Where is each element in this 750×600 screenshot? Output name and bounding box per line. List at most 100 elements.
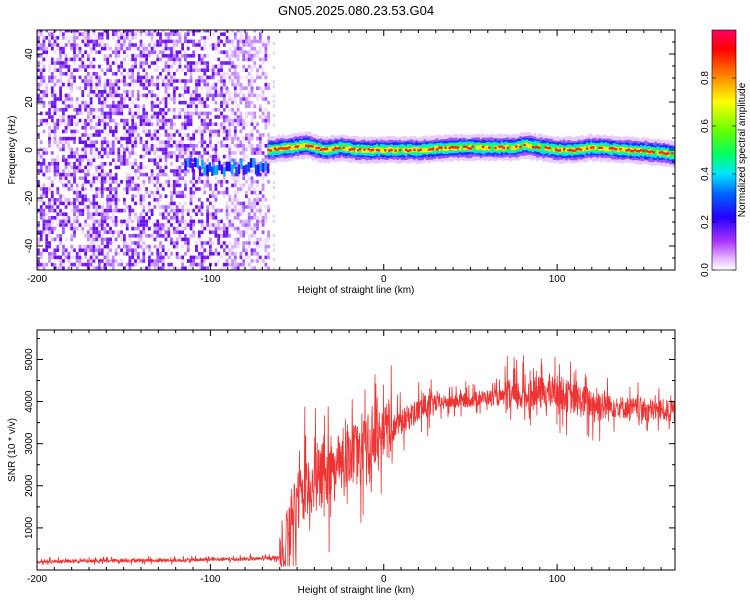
spectrogram-cell <box>64 158 68 162</box>
spectrogram-cell <box>73 57 76 62</box>
spectrogram-cell <box>203 140 207 144</box>
spectrogram-cell <box>172 183 176 188</box>
spectrogram-cell <box>106 205 110 209</box>
spectrogram-cell <box>592 146 595 149</box>
spectrogram-cell <box>267 82 270 87</box>
spectrogram-cell <box>172 266 176 270</box>
spectrogram-cell <box>70 118 74 123</box>
spectrogram-cell <box>50 255 54 260</box>
spectrogram-cell <box>225 154 229 159</box>
spectrogram-cell <box>153 115 157 119</box>
spectrogram-cell <box>172 43 176 47</box>
spectrogram-cell <box>81 212 85 216</box>
spectrogram-cell <box>164 223 168 227</box>
spectrogram-cell <box>200 255 204 260</box>
spectrogram-cell <box>114 162 118 166</box>
spectrogram-cell <box>225 36 229 40</box>
spectrogram-cell <box>42 183 46 188</box>
spectrogram-cell <box>64 108 68 112</box>
spectrogram-cell <box>131 219 135 224</box>
spectrogram-cell <box>267 244 270 249</box>
spectrogram-cell <box>217 237 221 242</box>
spectrogram-cell <box>103 136 107 141</box>
spectrogram-cell <box>67 147 71 152</box>
spectrogram-cell <box>81 126 85 130</box>
spectrogram-cell <box>62 129 65 134</box>
spectrogram-cell <box>98 259 101 263</box>
spectrogram-cell <box>247 219 251 224</box>
spectrogram-cell <box>481 146 485 151</box>
spectrogram-cell <box>477 145 481 150</box>
spectrogram-cell <box>159 230 162 234</box>
spectrogram-cell <box>125 190 129 195</box>
spectrogram-cell <box>209 230 212 234</box>
spectrogram-cell <box>73 46 76 51</box>
spectrogram-cell <box>86 82 90 87</box>
spectrogram-cell <box>170 252 173 256</box>
spectrogram-cell <box>247 226 251 231</box>
spectrogram-cell <box>128 82 132 87</box>
spectrogram-cell <box>214 151 218 155</box>
spectrogram-cell <box>272 114 275 117</box>
spectrogram-cell <box>67 198 71 202</box>
spectrogram-cell <box>225 86 229 90</box>
spectrogram-cell <box>348 145 352 151</box>
spectrogram-cell <box>175 115 179 119</box>
spectrogram-cell <box>373 148 377 153</box>
spectrogram-cell <box>48 223 51 227</box>
spectrogram-cell <box>189 208 193 213</box>
spectrogram-cell <box>247 100 251 105</box>
spectrogram-cell <box>123 244 126 249</box>
spectrogram-cell <box>148 82 151 87</box>
spectrogram-cell <box>184 237 187 242</box>
spectrogram-cell <box>656 150 659 155</box>
spectrogram-cell <box>150 39 154 44</box>
spectrogram-cell <box>256 252 259 256</box>
spectrogram-cell <box>103 54 107 58</box>
spectrogram-cell <box>220 68 223 72</box>
spectrogram-cell <box>225 187 229 191</box>
spectrogram-cell <box>95 126 99 130</box>
spectrogram-cell <box>161 79 165 83</box>
spectrogram-cell <box>211 205 215 209</box>
spectrogram-cell <box>272 219 275 223</box>
spectrogram-cell <box>81 54 85 58</box>
spectrogram-cell <box>233 32 237 36</box>
spectrogram-cell <box>189 118 193 123</box>
spectrogram-cell <box>84 255 87 260</box>
spectrogram-cell <box>84 133 87 137</box>
spectrogram-cell <box>78 68 82 72</box>
spectrogram-cell <box>261 151 265 155</box>
spectrogram-cell <box>103 216 107 220</box>
spectrogram-cell <box>220 50 223 54</box>
spectrogram-cell <box>70 100 74 105</box>
spectrogram-cell <box>184 151 187 155</box>
spectrogram-cell <box>131 54 135 58</box>
spectrogram-cell <box>242 64 246 69</box>
spectrogram-cell <box>136 241 140 245</box>
spectrogram-cell <box>95 79 99 83</box>
spectrogram-cell <box>37 36 40 40</box>
spectrogram-cell <box>37 93 40 98</box>
spectrogram-cell <box>217 252 221 256</box>
spectrogram-cell <box>172 151 176 155</box>
spectrogram-cell <box>181 205 184 209</box>
spectrogram-cell <box>211 212 215 216</box>
spectrogram-cell <box>131 43 135 47</box>
spectrogram-cell <box>220 86 223 90</box>
spectrogram-cell <box>92 93 96 98</box>
spectrogram-cell <box>367 148 370 153</box>
spectrogram-cell <box>181 122 184 126</box>
spectrogram-cell <box>231 136 234 141</box>
spectrogram-cell <box>200 97 204 101</box>
spectrogram-cell <box>211 129 215 134</box>
spectrogram-cell <box>206 122 209 126</box>
spectrogram-cell <box>170 82 173 87</box>
spectrogram-cell <box>253 36 257 40</box>
spectrogram-cell <box>100 176 104 180</box>
spectrogram-cell <box>103 111 107 116</box>
spectrogram-cell <box>159 57 162 62</box>
spectrogram-cell <box>228 126 232 130</box>
spectrogram-cell <box>200 36 204 40</box>
spectrogram-cell <box>228 154 232 159</box>
